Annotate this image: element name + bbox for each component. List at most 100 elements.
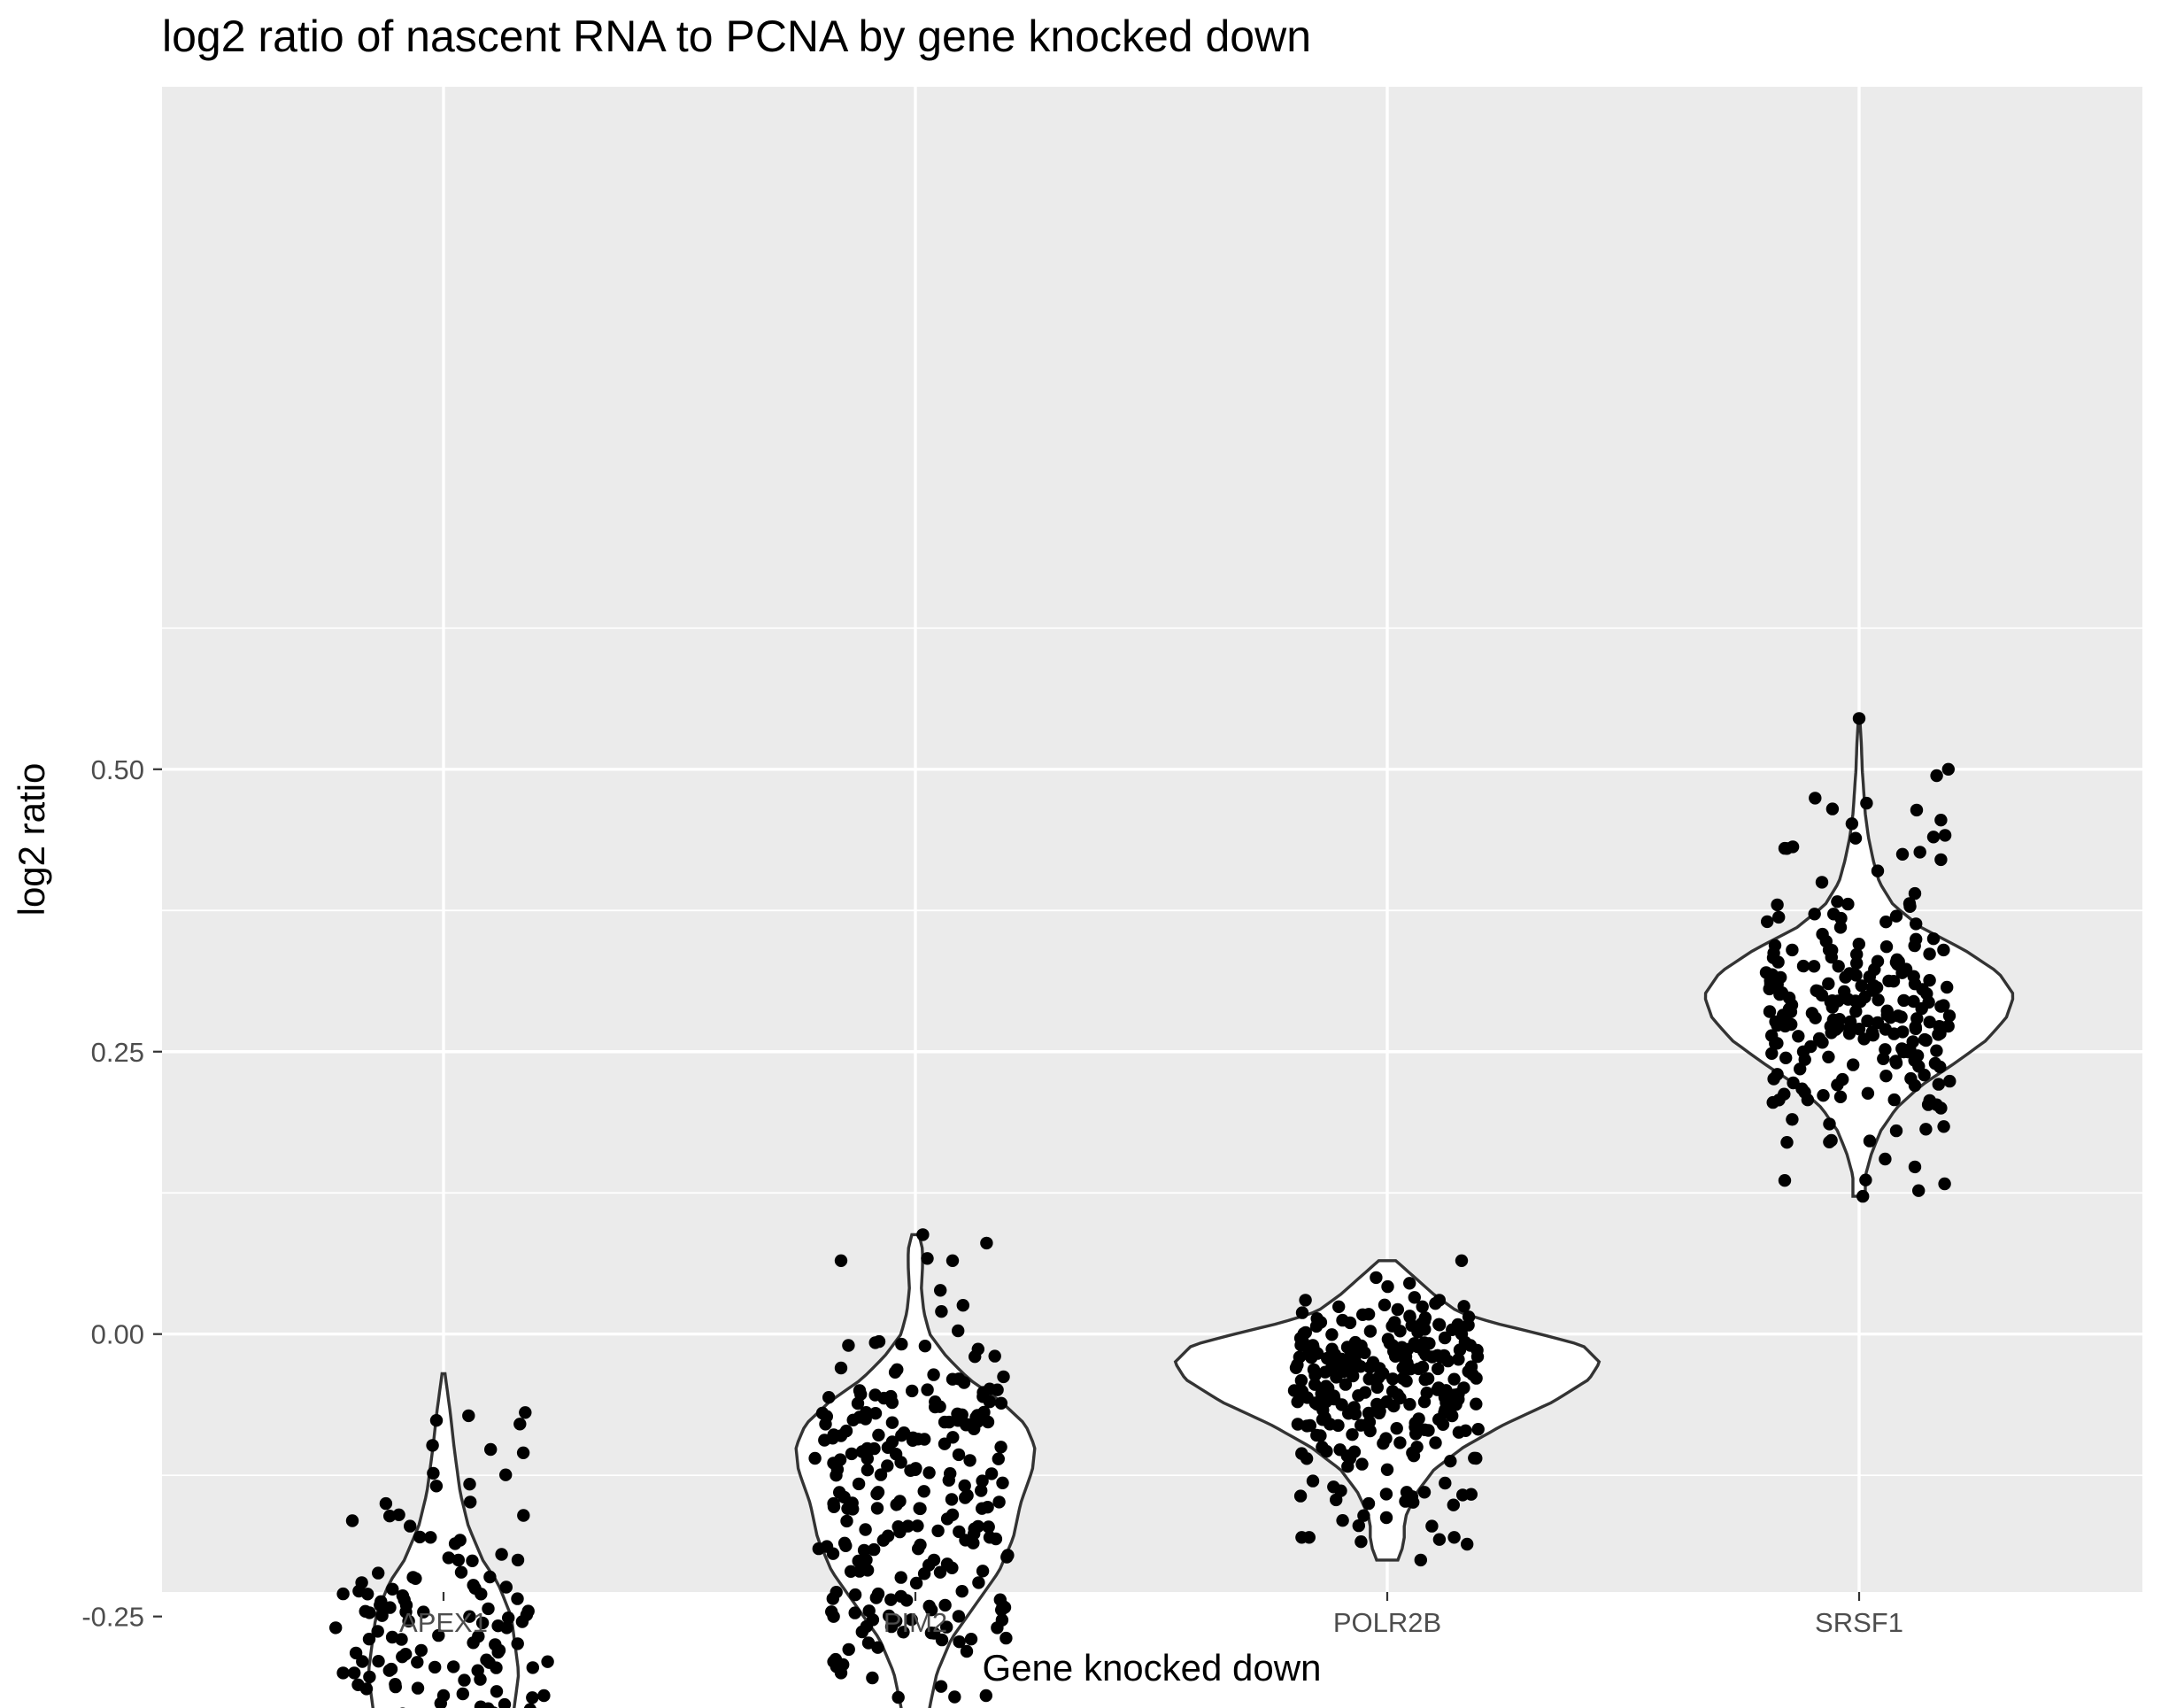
data-point xyxy=(1432,1362,1445,1376)
data-point xyxy=(1780,1136,1794,1149)
data-point xyxy=(959,1534,972,1547)
data-point xyxy=(859,1523,872,1536)
y-tick-label: 0.00 xyxy=(91,1319,144,1350)
data-point xyxy=(1452,1353,1465,1366)
data-point xyxy=(1452,1393,1465,1406)
data-point xyxy=(1439,1403,1452,1417)
data-point xyxy=(1403,1397,1416,1411)
data-point xyxy=(1766,1095,1779,1109)
data-point xyxy=(1833,921,1848,934)
data-point xyxy=(1879,940,1894,954)
data-point xyxy=(948,1690,961,1704)
data-point xyxy=(1372,1406,1386,1420)
data-point xyxy=(511,1592,524,1605)
data-point xyxy=(458,1673,471,1687)
data-point xyxy=(1794,1063,1807,1076)
data-point xyxy=(866,1613,880,1627)
data-point xyxy=(484,1442,498,1457)
data-point xyxy=(834,1254,848,1268)
data-point xyxy=(424,1531,437,1544)
data-point xyxy=(1852,938,1865,951)
data-point xyxy=(1370,1380,1385,1395)
x-tick-label: POLR2B xyxy=(1333,1607,1441,1638)
data-point xyxy=(861,1441,874,1456)
x-axis-title: Gene knocked down xyxy=(983,1647,1322,1689)
data-point xyxy=(1891,1009,1905,1023)
data-point xyxy=(1941,980,1954,994)
data-point xyxy=(827,1457,840,1470)
data-point xyxy=(1765,1047,1779,1061)
data-point xyxy=(905,1613,918,1627)
data-point xyxy=(851,1396,865,1410)
data-point xyxy=(1453,1343,1467,1356)
data-point xyxy=(904,1464,917,1478)
data-point xyxy=(914,1502,927,1516)
data-point xyxy=(1932,1078,1945,1091)
data-point xyxy=(846,1413,860,1427)
data-point xyxy=(1439,1476,1452,1490)
data-point xyxy=(1816,927,1829,941)
data-point xyxy=(1395,1341,1409,1354)
y-tick-label: -0.25 xyxy=(81,1602,144,1633)
data-point xyxy=(945,1254,960,1268)
data-point xyxy=(362,1633,376,1646)
data-point xyxy=(998,1601,1012,1614)
data-point xyxy=(363,1670,376,1684)
data-point xyxy=(1831,895,1844,908)
data-point xyxy=(979,1689,993,1703)
data-point xyxy=(1778,1174,1792,1187)
data-point xyxy=(988,1349,1001,1363)
data-point xyxy=(495,1548,508,1561)
data-point xyxy=(451,1553,465,1567)
data-point xyxy=(958,1479,971,1493)
data-point xyxy=(945,1561,959,1575)
data-point xyxy=(1309,1319,1324,1333)
data-point xyxy=(516,1446,530,1460)
data-point xyxy=(861,1464,875,1477)
data-point xyxy=(895,1337,908,1351)
data-point xyxy=(1812,1032,1826,1046)
data-point xyxy=(884,1593,898,1606)
data-point xyxy=(1370,1271,1383,1285)
data-point xyxy=(1923,1016,1936,1029)
data-point xyxy=(885,1395,899,1410)
data-point xyxy=(1339,1378,1353,1391)
data-point xyxy=(1461,1537,1474,1551)
data-point xyxy=(956,1299,970,1312)
data-point xyxy=(414,1643,428,1658)
data-point xyxy=(1879,1023,1892,1036)
data-point xyxy=(1333,1443,1347,1457)
y-tick-label: 0.50 xyxy=(91,754,144,785)
data-point xyxy=(1463,1339,1478,1352)
data-point xyxy=(971,1342,985,1356)
data-point xyxy=(1847,1058,1860,1071)
data-point xyxy=(1782,1002,1796,1016)
data-point xyxy=(1825,944,1839,957)
data-point xyxy=(884,1619,899,1634)
data-point xyxy=(881,1529,895,1542)
data-point xyxy=(1859,1173,1872,1186)
data-point xyxy=(1913,846,1926,859)
data-point xyxy=(1805,1007,1819,1020)
data-point xyxy=(1316,1413,1330,1426)
data-point xyxy=(1336,1514,1349,1527)
data-point xyxy=(411,1681,425,1695)
data-point xyxy=(1447,1498,1461,1511)
data-point xyxy=(1849,969,1863,982)
data-point xyxy=(442,1551,455,1565)
data-point xyxy=(1318,1365,1332,1379)
data-point xyxy=(456,1687,469,1701)
data-point xyxy=(1378,1298,1392,1312)
data-point xyxy=(1868,962,1881,977)
data-point xyxy=(860,1406,873,1419)
data-point xyxy=(1438,1391,1452,1404)
data-point xyxy=(921,1252,934,1265)
data-point xyxy=(1418,1311,1432,1325)
data-point xyxy=(1380,1463,1394,1477)
data-point xyxy=(1346,1428,1359,1441)
data-point xyxy=(1416,1300,1429,1314)
data-point xyxy=(402,1614,415,1628)
data-point xyxy=(1910,917,1923,931)
data-point xyxy=(1320,1444,1333,1458)
